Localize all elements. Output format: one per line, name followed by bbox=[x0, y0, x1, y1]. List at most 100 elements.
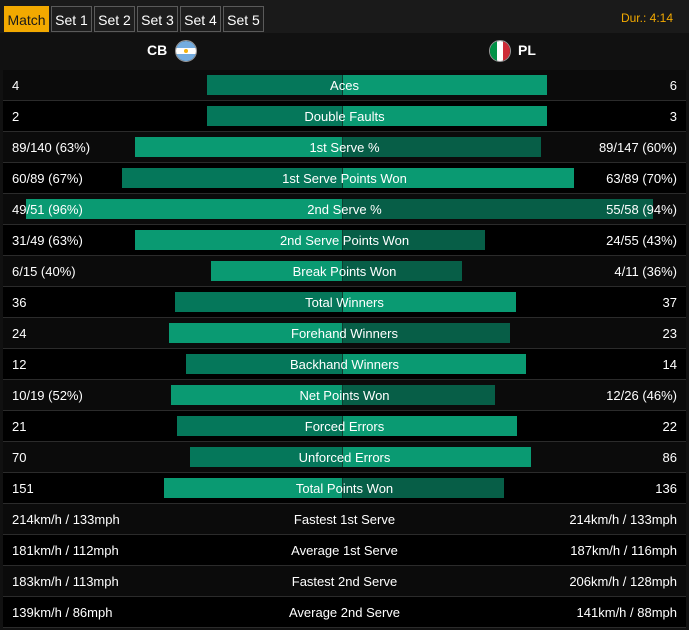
stat-label: Average 2nd Serve bbox=[288, 605, 401, 620]
stat-row: 31/49 (63%) 2nd Serve Points Won 24/55 (43… bbox=[3, 225, 686, 256]
stat-right-value: 12/26 (46%) bbox=[606, 388, 677, 403]
stat-bar-left bbox=[206, 106, 343, 126]
stat-bar-left bbox=[190, 447, 343, 467]
tab-match[interactable]: Match bbox=[4, 6, 49, 32]
stat-label: Forehand Winners bbox=[291, 326, 398, 341]
stat-label: Average 1st Serve bbox=[291, 543, 398, 558]
stat-bar-left bbox=[163, 478, 343, 498]
stat-bar-right bbox=[343, 261, 462, 281]
stat-right-value: 37 bbox=[662, 295, 677, 310]
stat-row: 139km/h / 86mph Average 2nd Serve 141km/h … bbox=[3, 597, 686, 628]
tab-set-4[interactable]: Set 4 bbox=[180, 6, 221, 32]
stat-left-value: 181km/h / 112mph bbox=[12, 543, 119, 558]
stat-bar-divider bbox=[342, 385, 343, 405]
stat-bar-left bbox=[135, 137, 343, 157]
stat-bar-left bbox=[171, 385, 343, 405]
stat-left-value: 151 bbox=[12, 481, 34, 496]
stat-bar-right bbox=[343, 137, 541, 157]
stat-bar-divider bbox=[342, 230, 343, 250]
players-header: CB PL bbox=[0, 33, 689, 69]
stat-bar-right bbox=[343, 199, 654, 219]
stat-bar-left bbox=[135, 230, 343, 250]
stat-label: Fastest 2nd Serve bbox=[291, 574, 398, 589]
stat-bar-divider bbox=[342, 106, 343, 126]
stat-right-value: 214km/h / 133mph bbox=[569, 512, 677, 527]
italy-flag-icon bbox=[489, 40, 511, 62]
stat-row: 24 Forehand Winners 23 bbox=[3, 318, 686, 349]
tab-bar: Match Set 1 Set 2 Set 3 Set 4 Set 5 Dur.… bbox=[0, 0, 689, 33]
stat-row: 10/19 (52%) Net Points Won 12/26 (46%) bbox=[3, 380, 686, 411]
stat-bar-right bbox=[343, 354, 527, 374]
stat-row: 4 Aces 6 bbox=[3, 70, 686, 101]
stat-right-value: 63/89 (70%) bbox=[606, 171, 677, 186]
stat-label: 2nd Serve % bbox=[307, 202, 382, 217]
stat-left-value: 60/89 (67%) bbox=[12, 171, 83, 186]
tab-set-5[interactable]: Set 5 bbox=[223, 6, 264, 32]
stat-bar-right bbox=[343, 323, 510, 343]
stat-label: Total Winners bbox=[305, 295, 384, 310]
stat-bar-left bbox=[211, 261, 343, 281]
stat-bar-divider bbox=[342, 354, 343, 374]
stat-left-value: 2 bbox=[12, 109, 20, 124]
stat-bar-divider bbox=[342, 292, 343, 312]
stat-bar-right bbox=[343, 106, 548, 126]
match-duration: Dur.: 4:14 bbox=[620, 11, 673, 25]
stat-row: 6/15 (40%) Break Points Won 4/11 (36%) bbox=[3, 256, 686, 287]
tab-set-1[interactable]: Set 1 bbox=[51, 6, 92, 32]
stat-bar-divider bbox=[342, 447, 343, 467]
stat-right-value: 23 bbox=[662, 326, 677, 341]
stat-label: Fastest 1st Serve bbox=[293, 512, 396, 527]
stat-right-value: 4/11 (36%) bbox=[614, 264, 677, 279]
stat-right-value: 6 bbox=[669, 78, 677, 93]
stat-right-value: 22 bbox=[662, 419, 677, 434]
stat-left-value: 36 bbox=[12, 295, 27, 310]
stat-bar-divider bbox=[342, 168, 343, 188]
stat-bar-right bbox=[343, 416, 518, 436]
stat-row: 214km/h / 133mph Fastest 1st Serve 214km/h… bbox=[3, 504, 686, 535]
stat-bar-left bbox=[176, 416, 343, 436]
stat-bar-divider bbox=[342, 478, 343, 498]
stat-label: Forced Errors bbox=[304, 419, 385, 434]
stat-label: 2nd Serve Points Won bbox=[279, 233, 410, 248]
stat-label: Aces bbox=[330, 78, 359, 93]
stat-label: Break Points Won bbox=[292, 264, 397, 279]
stats-table: 4 Aces 6 2 Double Faults 3 89/140 (63%) 1st Ser… bbox=[3, 70, 686, 628]
stat-bar-left bbox=[206, 75, 343, 95]
tab-set-3[interactable]: Set 3 bbox=[137, 6, 178, 32]
stat-bar-left bbox=[169, 323, 343, 343]
stat-right-value: 3 bbox=[669, 109, 677, 124]
stat-left-value: 21 bbox=[12, 419, 27, 434]
tab-set-2[interactable]: Set 2 bbox=[94, 6, 135, 32]
stat-bar-right bbox=[343, 385, 495, 405]
stat-left-value: 70 bbox=[12, 450, 27, 465]
stat-bar-divider bbox=[342, 137, 343, 157]
stat-row: 49/51 (96%) 2nd Serve % 55/58 (94%) bbox=[3, 194, 686, 225]
stat-bar-divider bbox=[342, 416, 343, 436]
stat-right-value: 136 bbox=[655, 481, 677, 496]
stat-bar-right bbox=[343, 168, 574, 188]
stat-left-value: 89/140 (63%) bbox=[12, 140, 91, 155]
stat-left-value: 10/19 (52%) bbox=[12, 388, 83, 403]
stat-bar-right bbox=[343, 478, 505, 498]
stat-right-value: 14 bbox=[662, 357, 677, 372]
stat-row: 151 Total Points Won 136 bbox=[3, 473, 686, 504]
stat-left-value: 49/51 (96%) bbox=[12, 202, 83, 217]
stat-bar-left bbox=[121, 168, 343, 188]
player-right-name: PL bbox=[518, 42, 536, 58]
stat-left-value: 24 bbox=[12, 326, 27, 341]
stat-right-value: 86 bbox=[662, 450, 677, 465]
stat-row: 70 Unforced Errors 86 bbox=[3, 442, 686, 473]
stat-row: 181km/h / 112mph Average 1st Serve 187km/h… bbox=[3, 535, 686, 566]
stat-left-value: 12 bbox=[12, 357, 27, 372]
stat-row: 21 Forced Errors 22 bbox=[3, 411, 686, 442]
stat-bar-right bbox=[343, 447, 531, 467]
stat-label: Total Points Won bbox=[295, 481, 394, 496]
stat-bar-right bbox=[343, 230, 485, 250]
stat-left-value: 139km/h / 86mph bbox=[12, 605, 113, 620]
stat-bar-right bbox=[343, 292, 516, 312]
stat-bar-divider bbox=[342, 199, 343, 219]
stat-label: Unforced Errors bbox=[298, 450, 391, 465]
stat-row: 183km/h / 113mph Fastest 2nd Serve 206km/h… bbox=[3, 566, 686, 597]
stat-right-value: 24/55 (43%) bbox=[606, 233, 677, 248]
stat-row: 12 Backhand Winners 14 bbox=[3, 349, 686, 380]
